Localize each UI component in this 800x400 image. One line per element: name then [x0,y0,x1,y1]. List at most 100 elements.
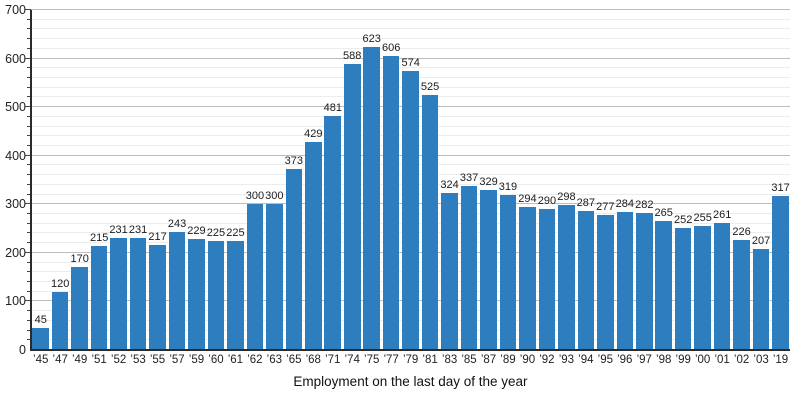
x-tick-label: ’98 [656,354,672,366]
x-tick-label: ’79 [402,354,419,366]
y-axis-tick [27,339,31,341]
y-axis-tick [27,222,31,224]
bar-value-label: 574 [401,57,420,70]
x-tick-label: ’93 [558,354,575,366]
bar-value-label: 319 [498,181,518,194]
y-axis-tick [25,300,31,302]
bar [694,226,711,350]
bar-value-label: 298 [557,191,576,204]
x-tick-label: ’94 [578,354,594,366]
y-axis-tick [27,232,31,234]
x-tick-label: ’71 [325,354,341,366]
minor-gridline [31,28,790,30]
bar-slot: 225 [226,10,245,350]
bar-value-label: 229 [187,224,206,237]
bar [674,227,692,350]
x-tick-label: ’01 [714,354,730,366]
y-tick-label: 100 [5,294,26,309]
x-tick-label: ’03 [753,354,769,366]
bar-value-label: 317 [771,182,790,195]
bar-value-label: 282 [635,199,654,212]
bar-slot: 300 [245,10,264,350]
bar [51,291,69,350]
x-tick-label: ’68 [305,354,321,366]
y-axis-tick [25,154,31,156]
bar-value-label: 252 [674,213,693,226]
bar [324,116,342,350]
x-tick-label: ’75 [364,354,380,366]
bar-slot: 290 [537,10,556,350]
bar-slot: 284 [615,10,634,350]
y-axis-tick [27,18,31,20]
y-axis-tick [27,67,31,69]
x-tick-label: ’47 [52,354,68,366]
bar-value-label: 170 [70,253,89,266]
y-axis-line [30,10,32,351]
x-tick-label: ’99 [675,354,691,366]
bar-slot: 231 [128,10,147,350]
bar-value-label: 294 [518,193,537,206]
y-tick-label: 200 [5,245,26,260]
bar-slot: 231 [109,10,128,350]
bar-slot: 261 [712,10,731,350]
bar [655,221,673,350]
x-tick-label: ’77 [383,354,399,366]
y-axis-tick [27,261,31,263]
bar [519,207,536,350]
y-axis-tick [27,145,31,146]
bar-value-label: 225 [226,226,245,239]
x-tick-label: ’55 [149,354,166,366]
bar-value-label: 215 [89,231,109,244]
bar [597,215,614,350]
minor-gridline [31,38,790,40]
y-axis-tick [27,86,31,88]
minor-gridline [31,47,790,49]
bar-value-label: 225 [206,226,226,239]
bar [32,328,50,350]
y-axis-tick [27,242,31,244]
bar [149,244,166,350]
bar [733,240,750,350]
bar [460,186,478,350]
bar-slot: 623 [362,10,381,350]
x-axis-labels: ’45’47’49’51’52’53’55’57’59’60’61’62’63’… [31,353,790,368]
x-tick-label: ’52 [110,354,127,366]
bar-slot: 229 [187,10,206,350]
bar-slot: 574 [401,10,420,350]
x-tick-label: ’97 [636,354,652,366]
bar-value-label: 217 [148,230,167,243]
x-tick-label: ’60 [208,354,224,366]
y-axis-tick [25,251,31,253]
bar [421,95,439,350]
x-tick-label: ’63 [266,354,283,366]
bar-slot: 373 [284,10,303,350]
bar-slot: 252 [673,10,692,350]
bar-value-label: 290 [537,195,557,208]
bar-slot: 606 [381,10,400,350]
x-tick-label: ’87 [480,354,497,366]
bar-value-label: 284 [615,198,634,211]
y-axis-ticks [25,9,790,350]
x-tick-label: ’90 [519,354,536,366]
bar [499,195,517,350]
bar-slot: 298 [557,10,576,350]
bar [752,249,770,350]
y-tick-label: 600 [5,51,26,66]
bar [168,231,186,350]
x-tick-label: ’49 [71,354,88,366]
bar [441,192,458,350]
bar-value-label: 265 [654,207,673,220]
bar-slot: 300 [265,10,284,350]
x-tick-label: ’85 [461,354,477,366]
bar-value-label: 373 [284,154,304,167]
bar [343,64,361,350]
bar-value-label: 45 [34,314,47,327]
bar-value-label: 226 [732,226,751,239]
bar-slot: 588 [343,10,362,350]
bar-value-label: 231 [109,223,128,236]
bar-slot: 225 [206,10,225,350]
x-tick-label: ’00 [694,354,711,366]
bar-slot: 329 [479,10,498,350]
bar-slot: 287 [576,10,595,350]
